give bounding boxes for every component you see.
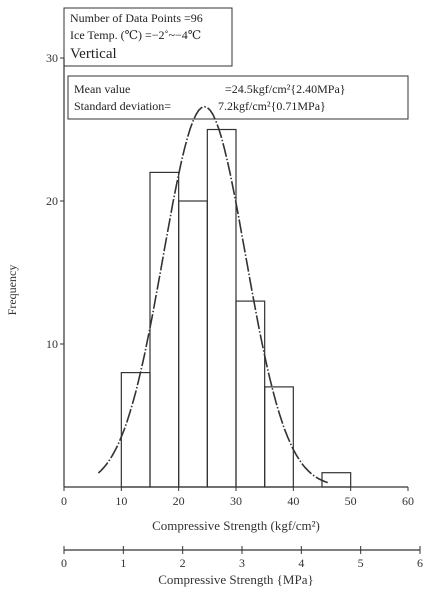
x2-tick-label-0: 0 bbox=[61, 556, 67, 570]
x2-tick-label-5: 5 bbox=[358, 556, 364, 570]
y-ticks: 10 20 30 bbox=[46, 51, 64, 351]
x2-tick-label-3: 3 bbox=[239, 556, 245, 570]
y-tick-label-0: 10 bbox=[46, 337, 58, 351]
y-axis-label: Frequency bbox=[5, 265, 19, 316]
mean-value: =24.5kgf/cm²{2.40MPa} bbox=[225, 82, 346, 96]
title-line-3: Vertical bbox=[70, 46, 117, 62]
bar-2 bbox=[178, 200, 208, 488]
x-tick-label-4: 40 bbox=[287, 494, 299, 508]
x2-tick-label-6: 6 bbox=[417, 556, 423, 570]
title-line-1: Number of Data Points =96 bbox=[70, 11, 203, 25]
bar-0 bbox=[120, 372, 151, 488]
std-value: 7.2kgf/cm²{0.71MPa} bbox=[218, 99, 326, 113]
x-tick-label-1: 10 bbox=[115, 494, 127, 508]
x2-tick-label-1: 1 bbox=[120, 556, 126, 570]
std-label: Standard deviation= bbox=[74, 99, 171, 113]
bar-6 bbox=[321, 472, 352, 488]
normal-distribution-curve bbox=[97, 105, 328, 484]
bar-4 bbox=[235, 300, 266, 488]
histogram-bars bbox=[120, 128, 352, 488]
x2-axis-label: Compressive Strength {MPa} bbox=[158, 572, 313, 587]
x2-ticks: 0 1 2 3 4 5 6 bbox=[61, 546, 423, 570]
bar-1 bbox=[149, 171, 180, 488]
x-tick-label-6: 60 bbox=[402, 494, 414, 508]
title-line-2: Ice Temp. (℃) =−2˚~−4℃ bbox=[70, 28, 201, 42]
x-tick-label-5: 50 bbox=[345, 494, 357, 508]
title-box bbox=[63, 7, 233, 67]
x2-tick-label-4: 4 bbox=[298, 556, 304, 570]
mean-label: Mean value bbox=[74, 82, 130, 96]
x-axis-label: Compressive Strength (kgf/cm²) bbox=[152, 518, 320, 533]
x-tick-label-0: 0 bbox=[61, 494, 67, 508]
x2-tick-label-2: 2 bbox=[180, 556, 186, 570]
x-ticks: 0 10 20 30 40 50 60 bbox=[61, 487, 414, 508]
x-tick-label-2: 20 bbox=[173, 494, 185, 508]
y-tick-label-1: 20 bbox=[46, 194, 58, 208]
x-tick-label-3: 30 bbox=[230, 494, 242, 508]
y-tick-label-2: 30 bbox=[46, 51, 58, 65]
stats-box bbox=[67, 75, 409, 120]
bar-5 bbox=[264, 386, 294, 488]
